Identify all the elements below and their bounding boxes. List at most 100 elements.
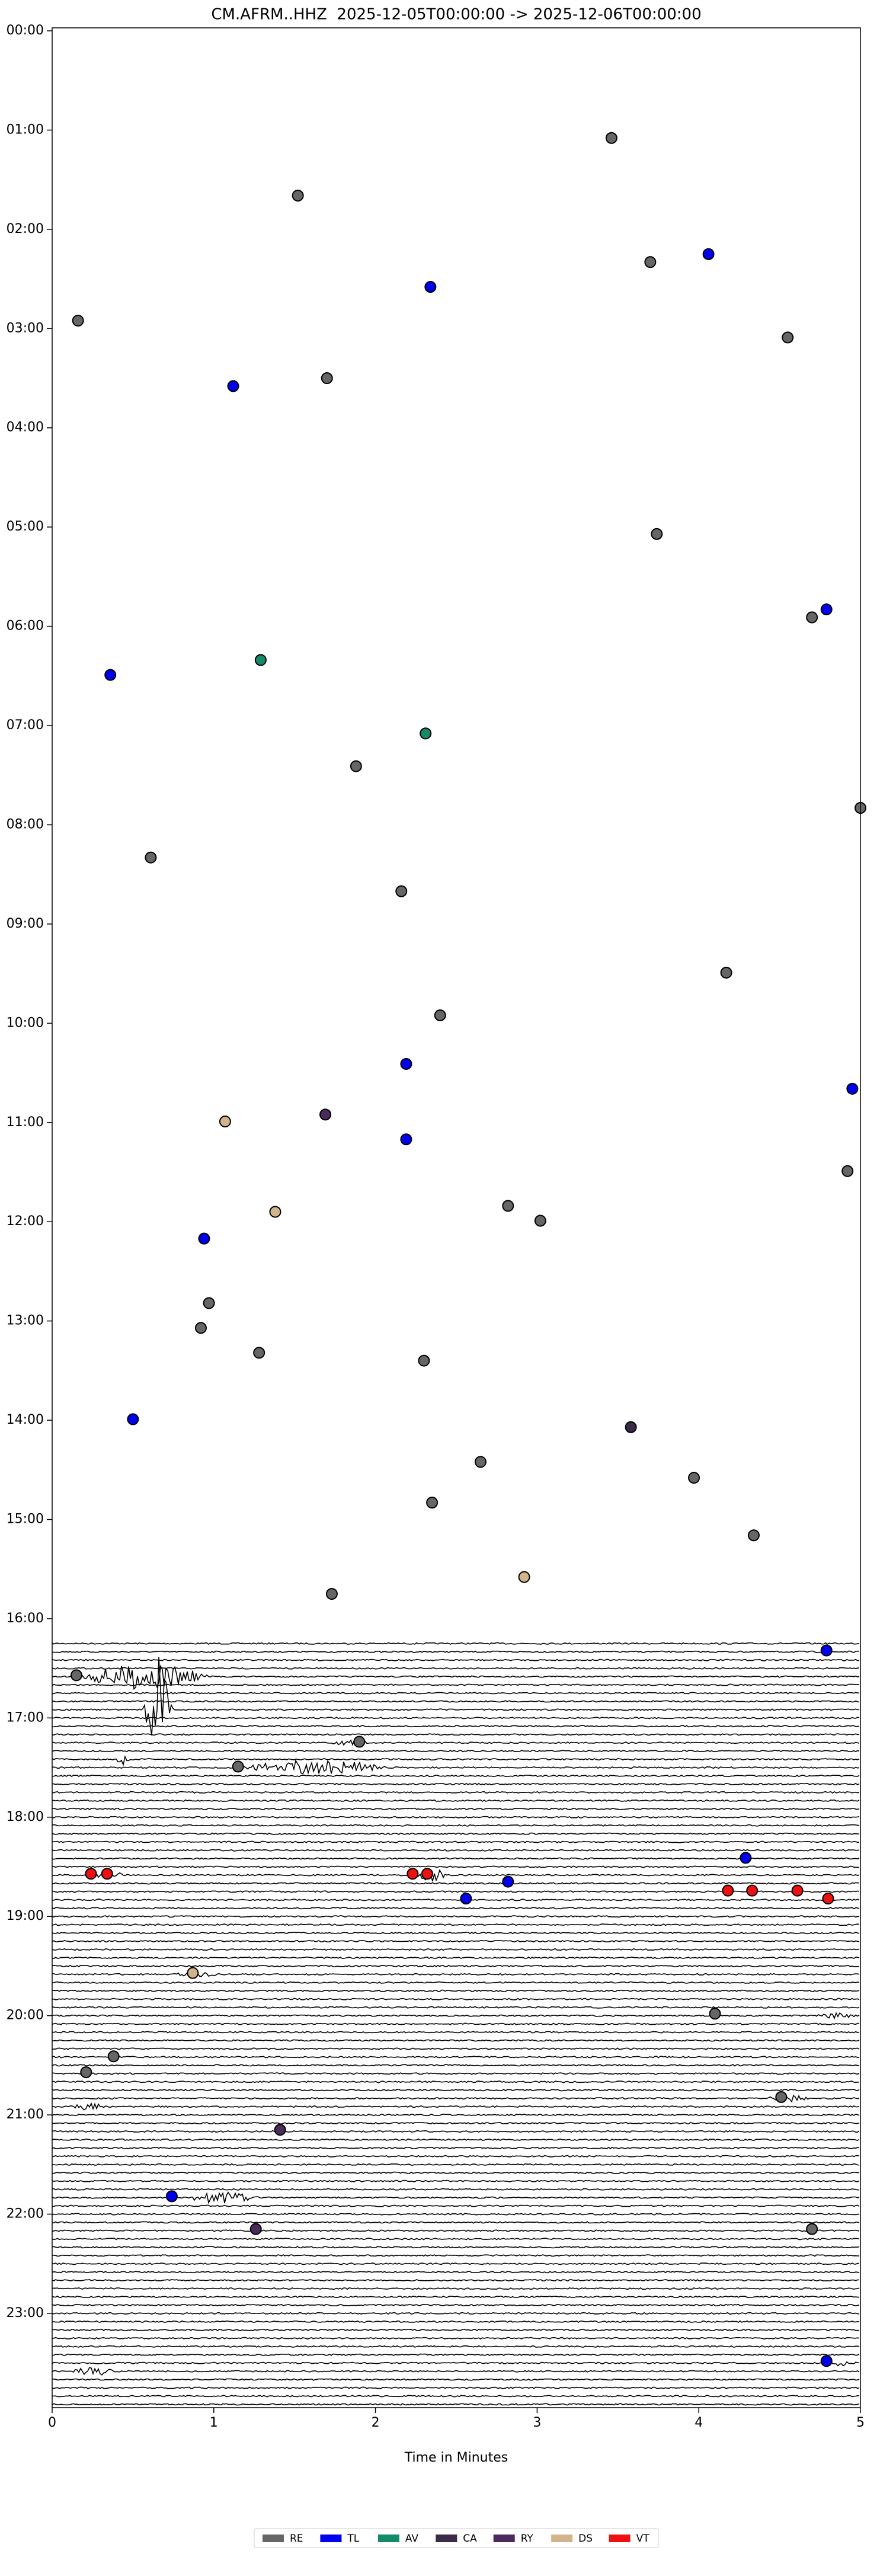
chart-title: CM.AFRM..HHZ 2025-12-05T00:00:00 -> 2025… (211, 6, 701, 24)
y-tick-label: 14:00 (7, 1412, 44, 1427)
event-marker (747, 1529, 760, 1542)
legend-swatch (436, 2535, 457, 2542)
y-tick-label: 02:00 (7, 222, 44, 236)
event-marker (203, 1297, 215, 1309)
waveform-trace (52, 2188, 860, 2191)
event-marker (254, 654, 267, 666)
waveform-trace (52, 2179, 860, 2182)
waveform-trace (52, 1989, 860, 1992)
y-tick-label: 06:00 (7, 619, 44, 634)
waveform-trace (52, 1923, 860, 1926)
waveform-trace (52, 2287, 860, 2290)
event-marker (407, 1868, 419, 1880)
y-tick-label: 23:00 (7, 2306, 44, 2321)
y-tick-label: 20:00 (7, 2008, 44, 2023)
x-axis-label: Time in Minutes (404, 2450, 508, 2465)
waveform-trace (52, 2386, 860, 2389)
event-marker (187, 1967, 199, 1979)
waveform-trace (52, 2246, 860, 2249)
waveform-trace (52, 1997, 860, 2000)
event-marker (846, 1082, 859, 1095)
waveform-trace (52, 2102, 860, 2111)
waveform-trace (52, 1869, 860, 1882)
event-marker (474, 1456, 487, 1468)
plot-marks: 0 1 2 3 4 5 00:00 01:00 02:00 03:00 04:00 05:00 06:0… (7, 23, 866, 2430)
y-tick-label: 01:00 (7, 122, 44, 137)
event-marker (841, 1165, 854, 1177)
waveform-trace (52, 2039, 860, 2042)
event-marker (746, 1884, 759, 1897)
waveform-trace (52, 2113, 860, 2117)
event-marker (165, 2190, 178, 2203)
event-marker (782, 331, 794, 344)
event-marker (319, 1108, 332, 1121)
event-marker (820, 1644, 833, 1657)
x-tick-label: 2 (372, 2415, 380, 2430)
waveform-trace (52, 1939, 860, 1943)
waveform-trace (52, 1840, 860, 1843)
event-marker (775, 2091, 788, 2103)
y-tick-label: 03:00 (7, 321, 44, 335)
waveform-trace (52, 2191, 860, 2204)
event-marker (350, 760, 362, 772)
event-marker (198, 1232, 210, 1245)
event-marker (740, 1852, 752, 1864)
event-marker (651, 528, 663, 540)
waveform-trace (52, 1971, 860, 1977)
waveform-trace (52, 1700, 860, 1703)
waveform-trace (52, 2089, 860, 2092)
waveform-trace (52, 1717, 860, 1720)
waveform-trace (52, 1683, 860, 1686)
waveform-trace (52, 2395, 860, 2398)
legend-label: TL (347, 2533, 359, 2545)
event-marker (625, 1421, 637, 1433)
legend-swatch (493, 2535, 515, 2542)
event-marker (219, 1116, 231, 1128)
waveform-trace (52, 2080, 860, 2083)
event-marker (274, 2124, 286, 2136)
plot-frame (52, 27, 861, 2408)
x-tick-label: 3 (533, 2415, 541, 2430)
waveform-trace (52, 2271, 860, 2274)
x-tick-label: 4 (695, 2415, 703, 2430)
y-tick-label: 21:00 (7, 2107, 44, 2122)
waveform-trace (52, 2295, 860, 2299)
event-marker (502, 1200, 514, 1212)
waveform-trace (52, 2012, 860, 2020)
event-marker (434, 1009, 446, 1021)
event-marker (101, 1868, 113, 1880)
waveform-trace (52, 1667, 860, 1670)
waveform-trace (52, 2229, 860, 2232)
event-marker (644, 256, 657, 269)
legend-label: AV (405, 2533, 419, 2545)
waveform-trace (52, 1759, 860, 1775)
event-marker (85, 1868, 97, 1880)
y-tick-label: 10:00 (7, 1015, 44, 1030)
waveform-trace (52, 1755, 860, 1766)
event-marker (70, 1669, 82, 1682)
event-marker (80, 2066, 92, 2079)
waveform-trace (52, 1948, 860, 1951)
waveform-trace (52, 2072, 860, 2075)
event-marker (395, 885, 408, 897)
waveform-trace (52, 2047, 860, 2050)
event-marker (194, 1322, 207, 1334)
legend-swatch (609, 2535, 631, 2542)
y-tick-label: 15:00 (7, 1511, 44, 1526)
waveform-trace (52, 2171, 860, 2174)
waveform-trace (52, 2279, 860, 2282)
waveform-trace (52, 2056, 860, 2059)
y-tick-label: 13:00 (7, 1313, 44, 1328)
waveform-trace (52, 1733, 860, 1736)
y-tick-label: 22:00 (7, 2207, 44, 2222)
waveform-trace (52, 1738, 860, 1746)
waveform-trace (52, 1832, 860, 1835)
event-marker (104, 669, 117, 681)
x-tick-label: 5 (856, 2415, 865, 2430)
waveform-trace (52, 2238, 860, 2241)
legend-label: DS (578, 2533, 593, 2545)
waveform-trace (52, 2303, 860, 2307)
event-marker (321, 372, 333, 385)
